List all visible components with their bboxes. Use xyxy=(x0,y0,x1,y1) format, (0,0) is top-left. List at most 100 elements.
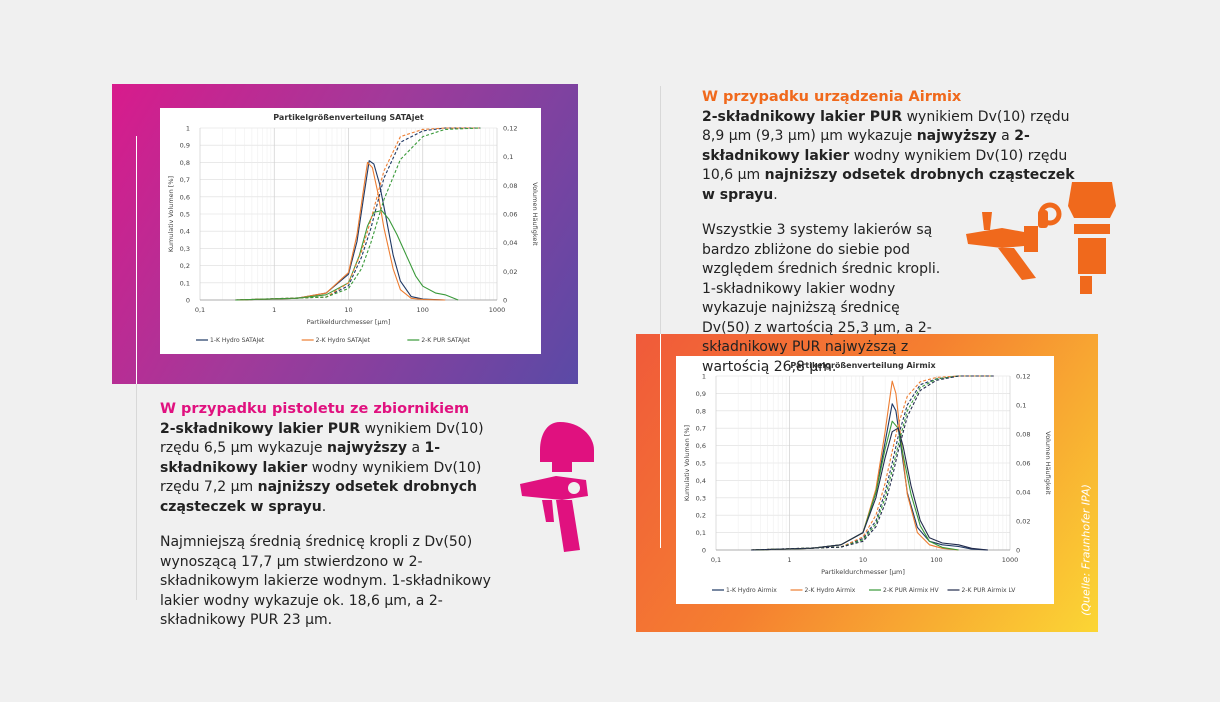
section-airmix-paragraph-1: 2-składnikowy lakier PUR wynikiem Dv(10)… xyxy=(702,108,1082,206)
legend-label: 2-K Hydro Airmix xyxy=(805,587,856,594)
legend-label: 2-K Hydro SATAJet xyxy=(316,337,371,344)
series-line-0 xyxy=(751,403,988,551)
y-left-tick-label: 0,9 xyxy=(696,390,706,398)
x-tick-label: 10 xyxy=(859,556,867,564)
spray-gun-orange-icon xyxy=(966,212,1038,280)
y-right-tick-label: 0,08 xyxy=(1016,431,1030,439)
y-left-tick-label: 1 xyxy=(186,125,190,133)
y-right-tick-label: 0,12 xyxy=(503,125,517,133)
series-line-4 xyxy=(235,127,481,301)
section-airmix-paragraph-1-run-7: . xyxy=(773,186,778,203)
section-airmix-paragraph-1-run-4: 2-składnikowy lakier xyxy=(702,128,1030,164)
legend-label: 2-K PUR Airmix HV xyxy=(883,587,940,594)
legend-label: 1-K Hydro SATAJet xyxy=(210,337,265,344)
section-tank-gun-heading: W przypadku pistoletu ze zbiornikiem xyxy=(160,401,470,417)
section-tank-gun-paragraph-1-run-7: . xyxy=(321,498,327,515)
y-right-tick-label: 0,12 xyxy=(1016,373,1030,381)
y-right-tick-label: 0,06 xyxy=(1016,460,1030,468)
y-right-tick-label: 0 xyxy=(503,297,507,305)
series-line-5 xyxy=(751,375,994,551)
spray-gun-magenta-icon xyxy=(520,422,594,552)
y-left-axis-label: Kumulativ Volumen [%] xyxy=(167,176,175,252)
series-line-4 xyxy=(751,375,994,551)
section-tank-gun-paragraph-1-run-2: najwyższy xyxy=(327,440,408,456)
x-axis-label: Partikeldurchmesser [µm] xyxy=(821,568,905,576)
y-left-tick-label: 0,3 xyxy=(696,494,706,502)
x-tick-label: 1000 xyxy=(489,306,506,314)
section-airmix: W przypadku urządzenia Airmix 2-składnik… xyxy=(702,88,1082,377)
y-right-axis-label: Volumen Häufigkeit xyxy=(1044,431,1052,495)
section-tank-gun-paragraph-1: 2-składnikowy lakier PUR wynikiem Dv(10)… xyxy=(160,420,520,518)
source-note: (Quelle: Fraunhofer IPA) xyxy=(1072,480,1100,620)
section-tank-gun-paragraph-2: Najmniejszą średnią średnicę kropli z Dv… xyxy=(160,534,491,628)
series-line-3 xyxy=(751,427,988,551)
x-axis-label: Partikeldurchmesser [µm] xyxy=(307,318,391,326)
y-left-tick-label: 0,6 xyxy=(180,193,190,201)
section-tank-gun-paragraph-1-run-0: 2-składnikowy lakier PUR xyxy=(160,420,361,437)
section-tank-gun-paragraph-1-run-5: wodny wynikiem Dv(10) rzędu 7,2 µm xyxy=(160,459,482,496)
y-left-tick-label: 0,7 xyxy=(696,425,706,433)
legend-label: 2-K PUR SATAJet xyxy=(421,337,470,344)
y-left-tick-label: 0,2 xyxy=(180,262,190,270)
y-left-tick-label: 0 xyxy=(702,547,706,555)
paint-cup-icon xyxy=(1038,182,1116,294)
divider-line-left-upper xyxy=(136,136,137,384)
section-airmix-paragraph-1-run-2: najwyższy xyxy=(916,128,997,144)
series-line-6 xyxy=(751,375,994,551)
y-left-tick-label: 0,3 xyxy=(180,245,190,253)
section-airmix-paragraph-2: Wszystkie 3 systemy lakierów są bardzo z… xyxy=(702,222,941,375)
source-note-text: (Quelle: Fraunhofer IPA) xyxy=(1079,484,1093,616)
y-left-tick-label: 0 xyxy=(186,297,190,305)
chart-airmix-svg: Partikelgrößenverteilung Airmix 0 0,1 0,2 0,… xyxy=(683,361,1052,594)
chart-title: Partikelgrößenverteilung SATAjet xyxy=(273,113,424,122)
series-line-3 xyxy=(235,127,481,301)
section-tank-gun-paragraph-1-run-4: 1-składnikowy lakier xyxy=(160,440,441,476)
section-tank-gun: W przypadku pistoletu ze zbiornikiem 2-s… xyxy=(160,400,520,631)
y-left-tick-label: 0,5 xyxy=(696,460,706,468)
section-airmix-paragraph-1-run-1: wynikiem Dv(10) rzędu 8,9 µm (9,3 µm) µm… xyxy=(702,108,1070,145)
y-left-tick-label: 1 xyxy=(702,373,706,381)
y-right-tick-label: 0,04 xyxy=(1016,489,1030,497)
x-tick-label: 1000 xyxy=(1002,556,1019,564)
y-left-tick-label: 0,9 xyxy=(180,142,190,150)
section-airmix-paragraph-1-run-0: 2-składnikowy lakier PUR xyxy=(702,108,903,125)
x-tick-label: 1 xyxy=(787,556,791,564)
series-line-1 xyxy=(235,161,446,301)
series-line-7 xyxy=(751,375,994,551)
y-right-tick-label: 0,1 xyxy=(503,153,513,161)
x-tick-label: 0,1 xyxy=(195,306,205,314)
y-left-tick-label: 0,1 xyxy=(180,279,190,287)
y-right-tick-label: 0 xyxy=(1016,547,1020,555)
y-left-tick-label: 0,6 xyxy=(696,442,706,450)
y-left-tick-label: 0,4 xyxy=(180,228,190,236)
x-tick-label: 10 xyxy=(344,306,352,314)
y-left-tick-label: 0,1 xyxy=(696,529,706,537)
y-right-tick-label: 0,08 xyxy=(503,182,517,190)
y-left-tick-label: 0,2 xyxy=(696,512,706,520)
divider-line-right-lower xyxy=(660,334,661,548)
y-left-tick-label: 0,7 xyxy=(180,176,190,184)
divider-line-left-lower xyxy=(136,384,137,600)
x-tick-label: 100 xyxy=(417,306,429,314)
series-line-5 xyxy=(235,127,481,301)
y-left-tick-label: 0,8 xyxy=(696,407,706,415)
y-left-tick-label: 0,4 xyxy=(696,477,706,485)
section-airmix-paragraph-1-run-6: najniższy odsetek drobnych cząsteczek w … xyxy=(702,167,1075,203)
y-right-tick-label: 0,06 xyxy=(503,211,517,219)
series-line-2 xyxy=(235,210,459,301)
section-tank-gun-paragraph-1-run-3: a xyxy=(407,440,425,456)
x-tick-label: 100 xyxy=(930,556,942,564)
y-left-tick-label: 0,8 xyxy=(180,159,190,167)
legend-label: 2-K PUR Airmix LV xyxy=(962,587,1017,594)
x-tick-label: 0,1 xyxy=(711,556,721,564)
chart-airmix: Partikelgrößenverteilung Airmix 0 0,1 0,2 0,… xyxy=(676,356,1054,604)
section-tank-gun-paragraph-1-run-6: najniższy odsetek drobnych cząsteczek w … xyxy=(160,479,478,515)
divider-line-right-upper xyxy=(660,86,661,334)
section-airmix-heading: W przypadku urządzenia Airmix xyxy=(702,89,962,105)
y-right-tick-label: 0,04 xyxy=(503,239,517,247)
section-airmix-paragraph-1-run-5: wodny wynikiem Dv(10) rzędu 10,6 µm xyxy=(702,147,1068,184)
chart-satajet: Partikelgrößenverteilung SATAjet 0 0,1 0,2 0… xyxy=(160,108,541,354)
section-tank-gun-paragraph-1-run-1: wynikiem Dv(10) rzędu 6,5 µm wykazuje xyxy=(160,420,484,457)
section-airmix-paragraph-1-run-3: a xyxy=(996,128,1015,144)
y-right-tick-label: 0,02 xyxy=(503,268,517,276)
